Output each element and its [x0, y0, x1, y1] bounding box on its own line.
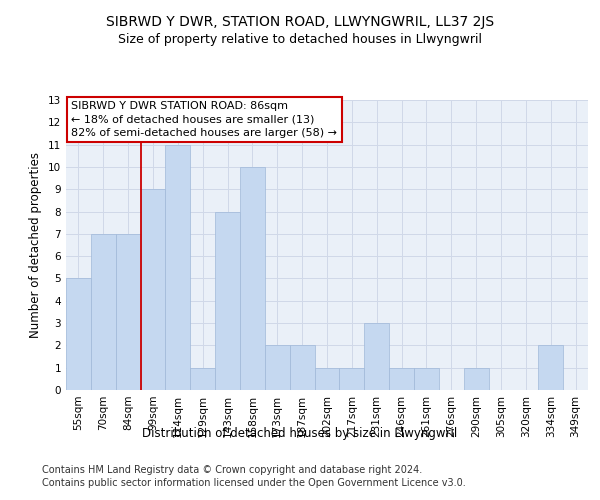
Bar [538, 346, 563, 390]
Bar [414, 368, 439, 390]
Bar [91, 234, 116, 390]
Bar [66, 278, 91, 390]
Bar [389, 368, 414, 390]
Text: Contains HM Land Registry data © Crown copyright and database right 2024.: Contains HM Land Registry data © Crown c… [42, 465, 422, 475]
Text: SIBRWD Y DWR, STATION ROAD, LLWYNGWRIL, LL37 2JS: SIBRWD Y DWR, STATION ROAD, LLWYNGWRIL, … [106, 15, 494, 29]
Bar [464, 368, 488, 390]
Bar [240, 167, 265, 390]
Bar [140, 189, 166, 390]
Bar [340, 368, 364, 390]
Text: Size of property relative to detached houses in Llwyngwril: Size of property relative to detached ho… [118, 32, 482, 46]
Text: Contains public sector information licensed under the Open Government Licence v3: Contains public sector information licen… [42, 478, 466, 488]
Text: SIBRWD Y DWR STATION ROAD: 86sqm
← 18% of detached houses are smaller (13)
82% o: SIBRWD Y DWR STATION ROAD: 86sqm ← 18% o… [71, 102, 337, 138]
Bar [314, 368, 340, 390]
Y-axis label: Number of detached properties: Number of detached properties [29, 152, 43, 338]
Bar [190, 368, 215, 390]
Bar [265, 346, 290, 390]
Bar [364, 323, 389, 390]
Bar [290, 346, 314, 390]
Bar [215, 212, 240, 390]
Text: Distribution of detached houses by size in Llwyngwril: Distribution of detached houses by size … [142, 428, 458, 440]
Bar [116, 234, 140, 390]
Bar [166, 144, 190, 390]
